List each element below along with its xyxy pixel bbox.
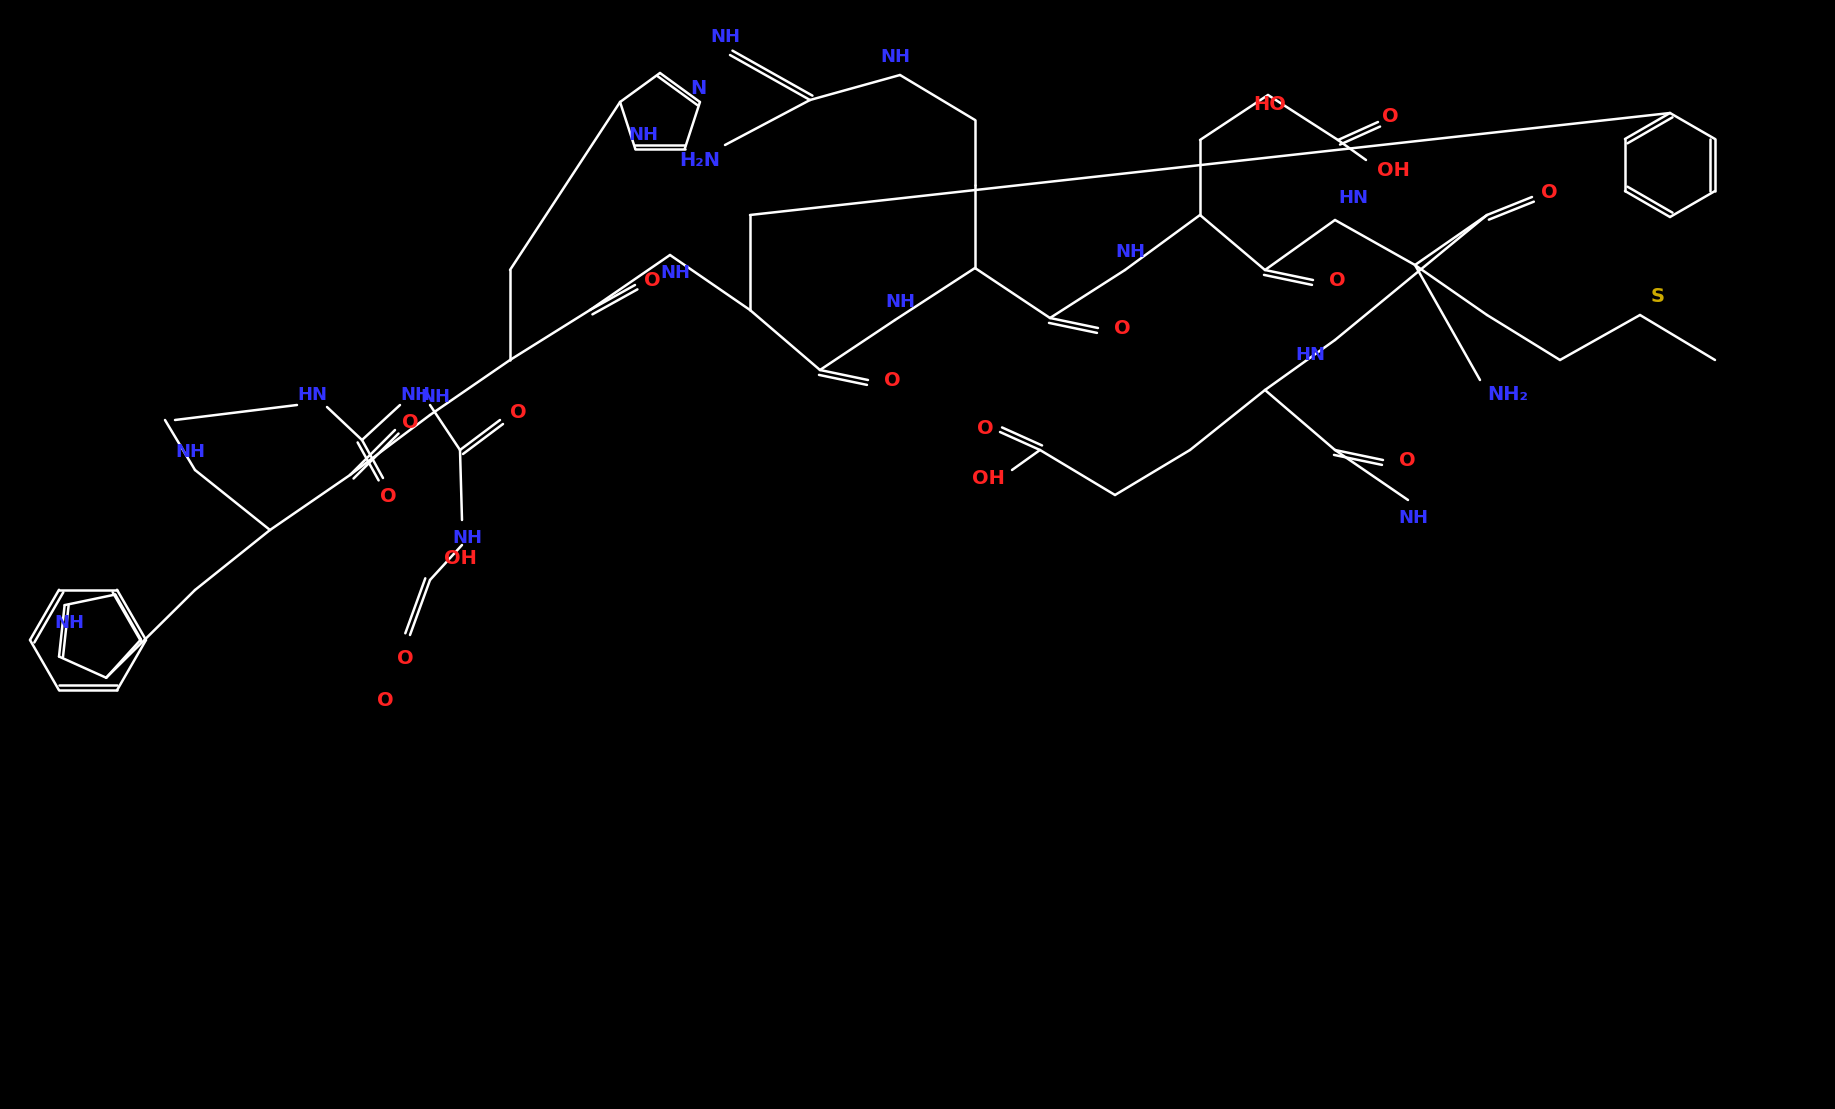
Text: NH: NH (628, 126, 659, 144)
Text: OH: OH (444, 549, 477, 568)
Text: NH: NH (1398, 509, 1428, 527)
Text: NH: NH (451, 529, 483, 547)
Text: O: O (1114, 318, 1130, 337)
Text: NH: NH (400, 386, 429, 404)
Text: HN: HN (297, 386, 327, 404)
Text: NH: NH (661, 264, 690, 282)
Text: O: O (1382, 106, 1398, 125)
Text: NH: NH (884, 293, 916, 311)
Text: S: S (1652, 287, 1664, 306)
Text: O: O (884, 370, 901, 389)
Text: O: O (644, 271, 661, 289)
Text: N: N (690, 79, 706, 98)
Text: NH: NH (174, 442, 206, 461)
Text: O: O (1398, 450, 1415, 469)
Text: NH: NH (710, 28, 740, 45)
Text: HN: HN (1338, 189, 1369, 207)
Text: HO: HO (1253, 95, 1286, 114)
Text: O: O (380, 487, 396, 506)
Text: OH: OH (1376, 161, 1409, 180)
Text: NH: NH (881, 48, 910, 67)
Text: HN: HN (1296, 346, 1325, 364)
Text: NH₂: NH₂ (1488, 386, 1529, 405)
Text: OH: OH (971, 468, 1004, 488)
Text: O: O (1329, 271, 1345, 289)
Text: O: O (510, 403, 527, 421)
Text: NH: NH (420, 388, 450, 406)
Text: O: O (396, 649, 413, 668)
Text: O: O (1541, 183, 1558, 203)
Text: O: O (402, 413, 418, 431)
Text: O: O (376, 691, 393, 710)
Text: O: O (976, 418, 993, 437)
Text: H₂N: H₂N (679, 152, 721, 171)
Text: NH: NH (1116, 243, 1145, 261)
Text: NH: NH (55, 614, 84, 632)
